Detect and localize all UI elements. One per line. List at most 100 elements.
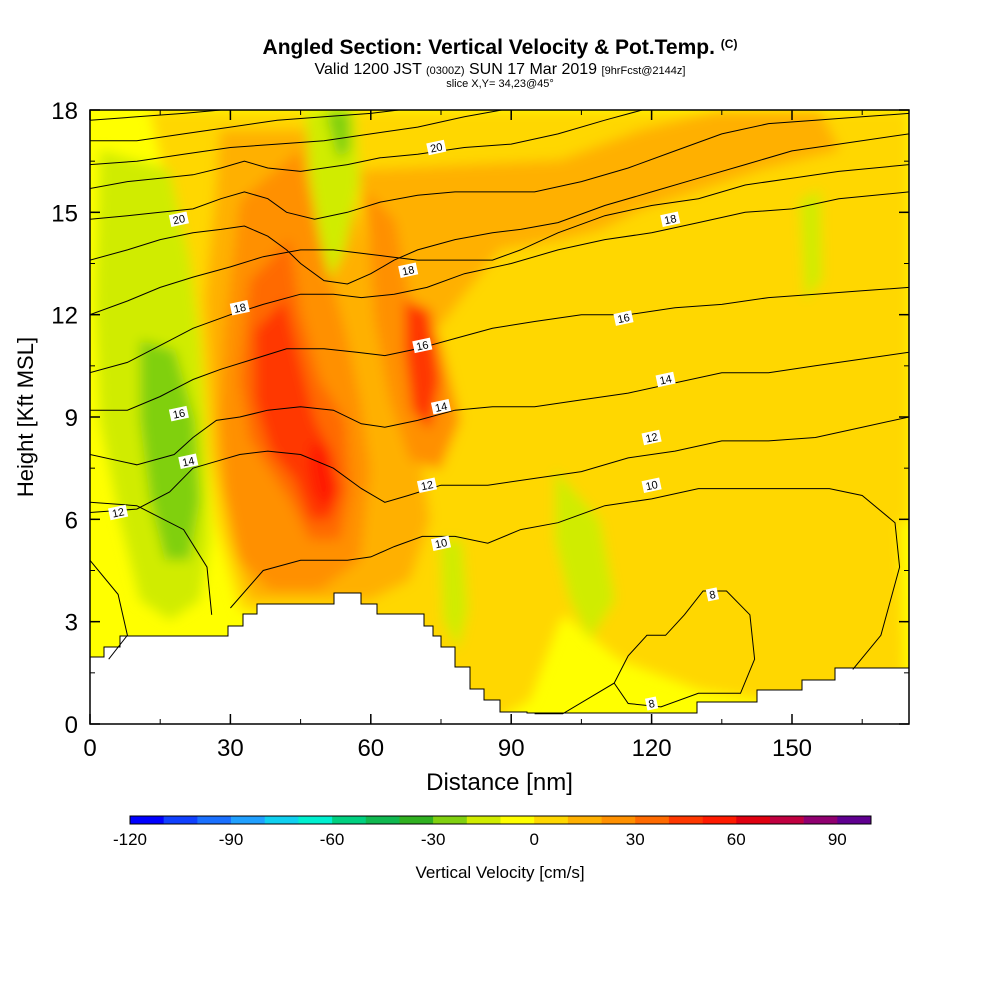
contour-label-7: 16 (613, 310, 634, 326)
contour-label-10: 14 (655, 371, 676, 388)
y-tick-label: 6 (65, 507, 78, 534)
contour-label-bg (430, 399, 452, 415)
valid-date: SUN 17 Mar 2019 (469, 61, 598, 78)
contour-label-text: 20 (429, 141, 443, 155)
darkred-core (308, 440, 338, 510)
contour-line-20-14 (90, 110, 222, 121)
colorbar-tick-label: -30 (421, 830, 446, 849)
deep-orange-region (360, 110, 840, 360)
colorbar-tick-label: -90 (219, 830, 244, 849)
contour-label-text: 20 (172, 213, 186, 227)
chart-title-text: Angled Section: Vertical Velocity & Pot.… (262, 36, 715, 59)
colorbar-swatch (466, 816, 501, 824)
contour-label-3: 18 (398, 262, 419, 279)
slice-info: slice X,Y= 34,23@45° (446, 78, 554, 90)
contour-label-15: 10 (641, 477, 662, 493)
contour-line-20-10 (90, 112, 909, 220)
contour-label-text: 10 (645, 479, 659, 493)
x-axis-label: Distance [nm] (426, 769, 573, 796)
colorbar-swatch (500, 816, 535, 824)
contour-line-20-13 (90, 110, 399, 142)
contour-label-2: 18 (229, 300, 250, 316)
colorbar: -120 -90 -60 -30 0 30 60 90 (113, 815, 872, 849)
y-tick-label: 15 (51, 200, 78, 227)
contour-label-text: 8 (648, 698, 656, 711)
y-tick-label: 12 (51, 303, 78, 330)
contour-line-18-7 (90, 191, 909, 374)
contour-label-bg (168, 405, 189, 422)
contour-label-text: 16 (415, 339, 429, 353)
contour-label-bg (108, 504, 129, 521)
contour-label-text: 14 (181, 455, 195, 469)
contour-line-20-9 (90, 133, 909, 285)
contour-label-bg (641, 429, 662, 446)
contour-label-12: 12 (416, 477, 438, 493)
contour-label-14: 10 (430, 535, 452, 551)
colorbar-tick-label: -60 (320, 830, 345, 849)
colorbar-swatch (837, 816, 872, 824)
contour-label-8: 14 (178, 453, 199, 469)
colorbar-swatch (668, 816, 703, 824)
green-downdraft-3 (325, 110, 350, 160)
contour-label-bg (613, 310, 634, 326)
contour-label-text: 12 (645, 431, 659, 445)
contour-label-bg (705, 587, 720, 602)
contour-label-bg (412, 337, 433, 354)
contour-label-bg (398, 262, 419, 279)
colorbar-swatch (399, 816, 434, 824)
colorbar-swatch (534, 816, 569, 824)
colorbar-swatch (365, 816, 400, 824)
orange-region-2 (540, 490, 905, 700)
x-tick-label: 60 (357, 735, 384, 762)
contour-line-10-3 (230, 488, 901, 670)
contour-label-17: 8 (644, 696, 659, 711)
contour-label-bg (641, 477, 662, 493)
contour-label-bg (426, 139, 447, 156)
x-tick-label: 120 (632, 735, 672, 762)
colorbar-swatch (197, 816, 232, 824)
red-core-2 (405, 300, 440, 430)
contour-label-text: 8 (708, 589, 716, 602)
contour-label-6: 16 (412, 337, 433, 354)
colorbar-swatch (231, 816, 266, 824)
contour-line-20-11 (90, 110, 643, 189)
y-tick-label: 18 (51, 98, 78, 125)
chart-subtitle: Valid 1200 JST (0300Z) SUN 17 Mar 2019 [… (0, 61, 1000, 79)
contour-line-10-2 (90, 501, 213, 615)
contour-line-16-6 (90, 286, 909, 411)
contour-label-bg (644, 696, 659, 711)
contour-label-1: 20 (426, 139, 447, 156)
colorbar-swatch (163, 816, 198, 824)
contour-line-18-8 (90, 164, 909, 316)
green-downdraft-6 (800, 190, 822, 300)
colorbar-swatch (298, 816, 333, 824)
valid-time: Valid 1200 JST (314, 61, 422, 78)
axes: 0 30 60 90 120 150 0 3 6 9 12 15 18 Distance [nm] Heig… (13, 98, 909, 796)
colorbar-label: Vertical Velocity [cm/s] (415, 863, 585, 882)
contour-label-bg (655, 371, 676, 388)
contour-label-text: 18 (401, 264, 415, 278)
contour-label-text: 12 (420, 479, 434, 493)
colorbar-swatch (736, 816, 771, 824)
green-downdraft-5 (440, 540, 468, 650)
contour-line-12-4 (90, 416, 909, 513)
contour-label-text: 18 (233, 302, 247, 316)
colorbar-swatch (433, 816, 468, 824)
x-tick-label: 90 (498, 735, 525, 762)
y-tick-label: 3 (65, 610, 78, 637)
contour-label-0: 20 (168, 211, 189, 227)
x-tick-label: 0 (83, 735, 96, 762)
contour-label-text: 18 (663, 213, 677, 227)
contour-label-bg (660, 211, 681, 227)
colorbar-tick-label: 60 (727, 830, 746, 849)
forecast-tag: [9hrFcst@2144z] (601, 65, 686, 77)
colorbar-swatch (769, 816, 804, 824)
colorbar-swatch (332, 816, 367, 824)
vertical-velocity-field: 20 20 18 18 18 16 16 16 14 14 14 12 12 12 10 10 8 8 (90, 110, 909, 724)
contour-label-text: 16 (172, 407, 186, 421)
valid-zulu: (0300Z) (426, 65, 465, 77)
green-downdraft-4 (555, 470, 615, 640)
contour-label-text: 16 (616, 312, 630, 326)
green-downdraft-core (140, 340, 200, 560)
